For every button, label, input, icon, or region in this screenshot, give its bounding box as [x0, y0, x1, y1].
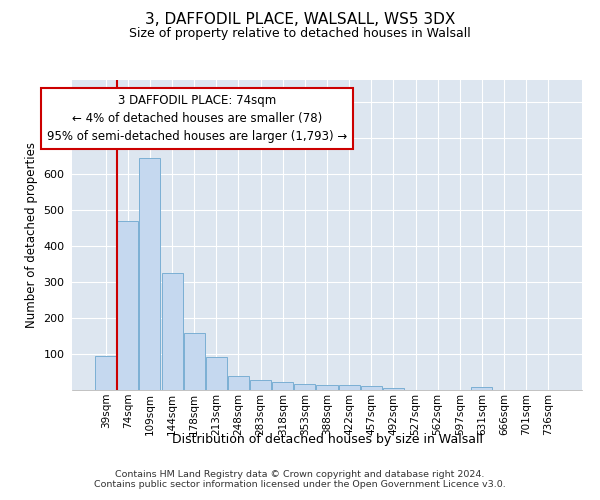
Text: 3 DAFFODIL PLACE: 74sqm
← 4% of detached houses are smaller (78)
95% of semi-det: 3 DAFFODIL PLACE: 74sqm ← 4% of detached… — [47, 94, 347, 143]
Bar — [250, 380, 271, 390]
Text: Contains HM Land Registry data © Crown copyright and database right 2024.: Contains HM Land Registry data © Crown c… — [115, 470, 485, 479]
Bar — [361, 386, 382, 390]
Bar — [383, 388, 404, 390]
Bar — [295, 384, 316, 390]
Text: Distribution of detached houses by size in Walsall: Distribution of detached houses by size … — [172, 432, 482, 446]
Bar — [139, 158, 160, 390]
Text: 3, DAFFODIL PLACE, WALSALL, WS5 3DX: 3, DAFFODIL PLACE, WALSALL, WS5 3DX — [145, 12, 455, 28]
Bar — [95, 356, 116, 390]
Bar — [472, 387, 493, 390]
Bar — [338, 386, 359, 390]
Bar — [161, 273, 182, 390]
Text: Contains public sector information licensed under the Open Government Licence v3: Contains public sector information licen… — [94, 480, 506, 489]
Bar — [118, 220, 139, 390]
Bar — [206, 357, 227, 390]
Bar — [316, 384, 338, 390]
Text: Size of property relative to detached houses in Walsall: Size of property relative to detached ho… — [129, 28, 471, 40]
Y-axis label: Number of detached properties: Number of detached properties — [25, 142, 38, 328]
Bar — [272, 382, 293, 390]
Bar — [184, 333, 205, 390]
Bar — [228, 376, 249, 390]
